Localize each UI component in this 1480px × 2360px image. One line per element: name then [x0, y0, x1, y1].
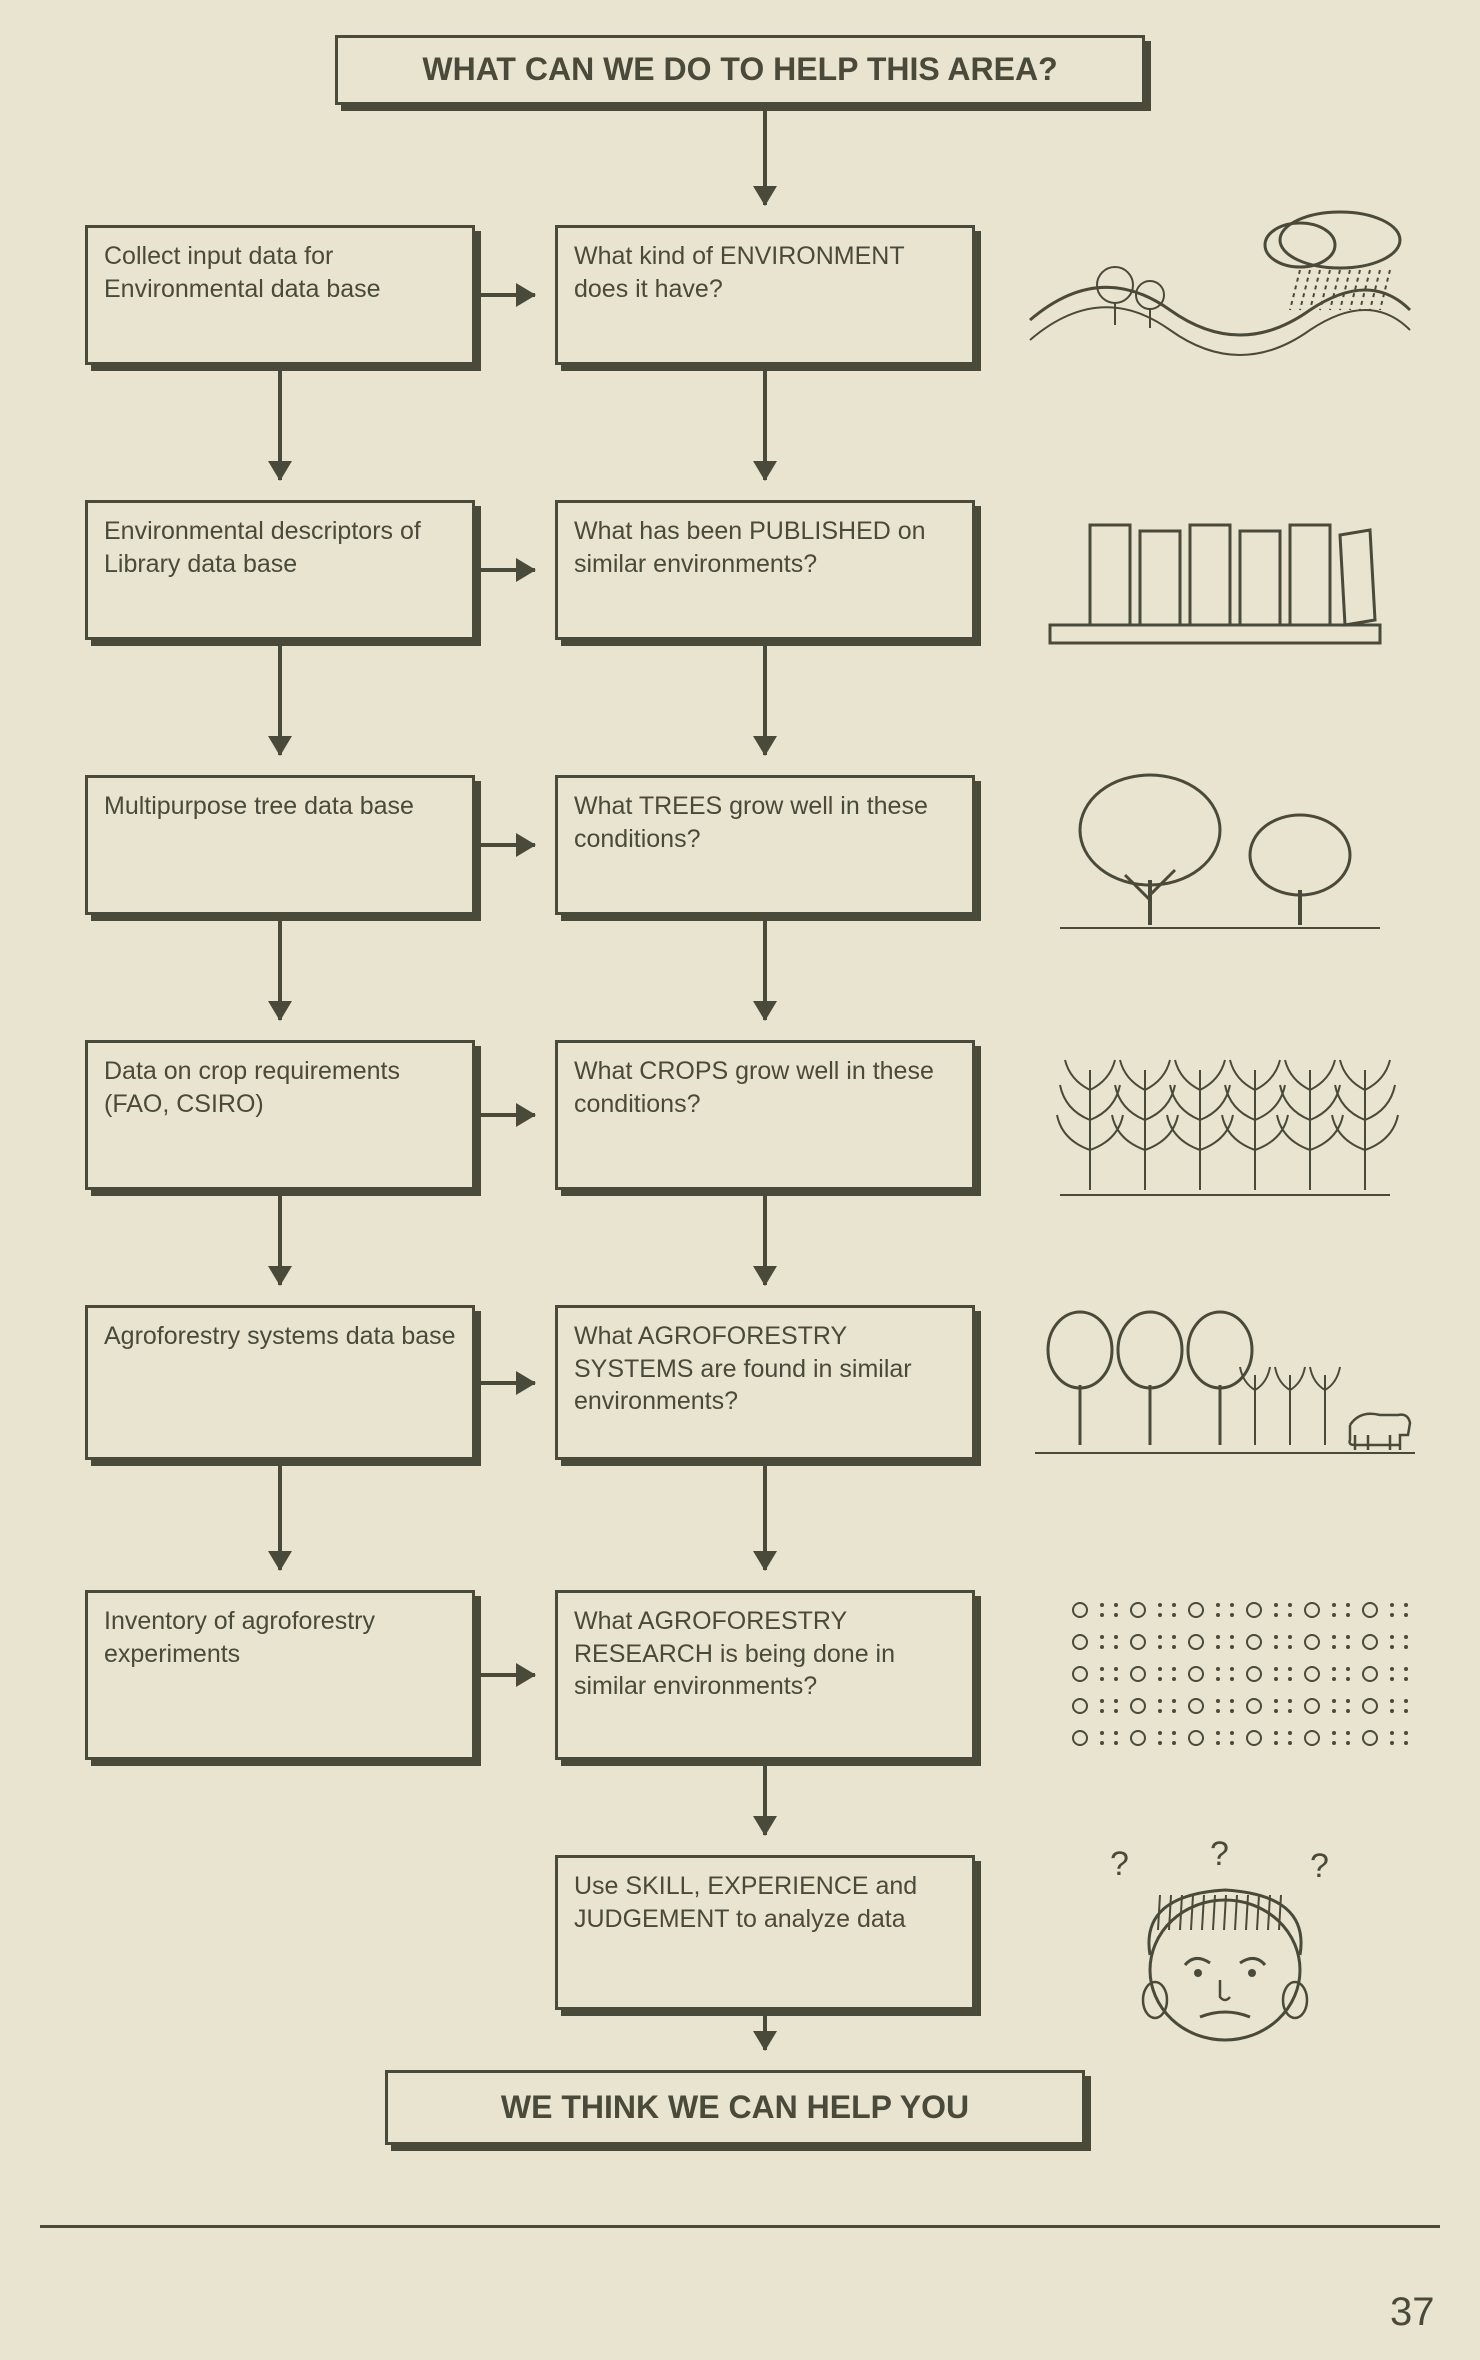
arrow-h-3 — [481, 1113, 535, 1117]
agroforestry-icon — [1020, 1295, 1420, 1485]
arrow-v-left-4 — [278, 1466, 282, 1570]
arrow-v-left-2 — [278, 921, 282, 1020]
svg-text:?: ? — [1210, 1835, 1229, 1873]
arrow-v-left-3 — [278, 1196, 282, 1285]
page-number: 37 — [1390, 2290, 1435, 2335]
bottom-rule — [40, 2225, 1440, 2228]
arrow-h-2 — [481, 843, 535, 847]
trees-icon — [1040, 760, 1400, 940]
landscape-rain-icon — [1020, 200, 1420, 390]
svg-text:?: ? — [1310, 1847, 1329, 1885]
right-box-1: What has been PUBLISHED on similar envir… — [555, 500, 975, 640]
arrow-h-1 — [481, 568, 535, 572]
arrow-v-right-0 — [763, 371, 767, 480]
left-box-2: Multipurpose tree data base — [85, 775, 475, 915]
right-box-2: What TREES grow well in these conditions… — [555, 775, 975, 915]
analyze-box: Use SKILL, EXPERIENCE and JUDGEMENT to a… — [555, 1855, 975, 2010]
arrow-h-5 — [481, 1673, 535, 1677]
right-box-4: What AGROFORESTRY SYSTEMS are found in s… — [555, 1305, 975, 1460]
left-box-1: Environmental descriptors of Library dat… — [85, 500, 475, 640]
arrow-v-right-2 — [763, 921, 767, 1020]
right-box-5: What AGROFORESTRY RESEARCH is being done… — [555, 1590, 975, 1760]
left-box-3: Data on crop requirements (FAO, CSIRO) — [85, 1040, 475, 1190]
arrow-v-right-4 — [763, 1466, 767, 1570]
right-box-0: What kind of ENVIRONMENT does it have? — [555, 225, 975, 365]
page-number-text: 37 — [1390, 2290, 1435, 2334]
right-box-3: What CROPS grow well in these conditions… — [555, 1040, 975, 1190]
crops-icon — [1040, 1030, 1400, 1210]
title-text: WHAT CAN WE DO TO HELP THIS AREA? — [422, 49, 1057, 91]
arrow-title-down — [763, 111, 767, 205]
title-box: WHAT CAN WE DO TO HELP THIS AREA? — [335, 35, 1145, 105]
arrow-h-4 — [481, 1381, 535, 1385]
footer-box: WE THINK WE CAN HELP YOU — [385, 2070, 1085, 2145]
arrow-v-left-1 — [278, 646, 282, 755]
arrow-v-left-0 — [278, 371, 282, 480]
arrow-h-0 — [481, 293, 535, 297]
arrow-v-right-3 — [763, 1196, 767, 1285]
left-box-5: Inventory of agroforestry experiments — [85, 1590, 475, 1760]
arrow-v-to-footer — [763, 2016, 767, 2050]
books-icon — [1030, 485, 1400, 665]
experiment-plots-icon — [1050, 1580, 1410, 1760]
footer-text: WE THINK WE CAN HELP YOU — [501, 2087, 969, 2129]
left-box-0: Collect input data for Environmental dat… — [85, 225, 475, 365]
page: WHAT CAN WE DO TO HELP THIS AREA? Collec… — [0, 0, 1480, 2360]
arrow-v-right-1 — [763, 646, 767, 755]
thinking-head-icon: ? ? ? — [1070, 1835, 1390, 2055]
analyze-text: Use SKILL, EXPERIENCE and JUDGEMENT to a… — [574, 1872, 917, 1933]
svg-text:?: ? — [1110, 1845, 1129, 1883]
arrow-v-right-5 — [763, 1766, 767, 1835]
left-box-4: Agroforestry systems data base — [85, 1305, 475, 1460]
